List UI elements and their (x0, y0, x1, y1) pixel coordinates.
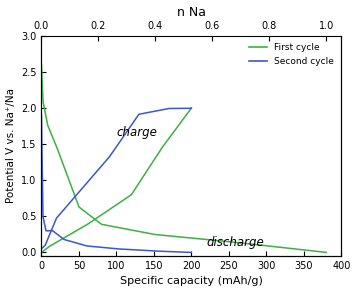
Y-axis label: Potential V vs. Na⁺/Na: Potential V vs. Na⁺/Na (6, 88, 16, 204)
Text: charge: charge (116, 126, 157, 138)
X-axis label: n Na: n Na (177, 6, 206, 19)
Text: discharge: discharge (206, 236, 264, 249)
Legend: First cycle, Second cycle: First cycle, Second cycle (246, 41, 337, 68)
X-axis label: Specific capacity (mAh/g): Specific capacity (mAh/g) (120, 277, 263, 286)
